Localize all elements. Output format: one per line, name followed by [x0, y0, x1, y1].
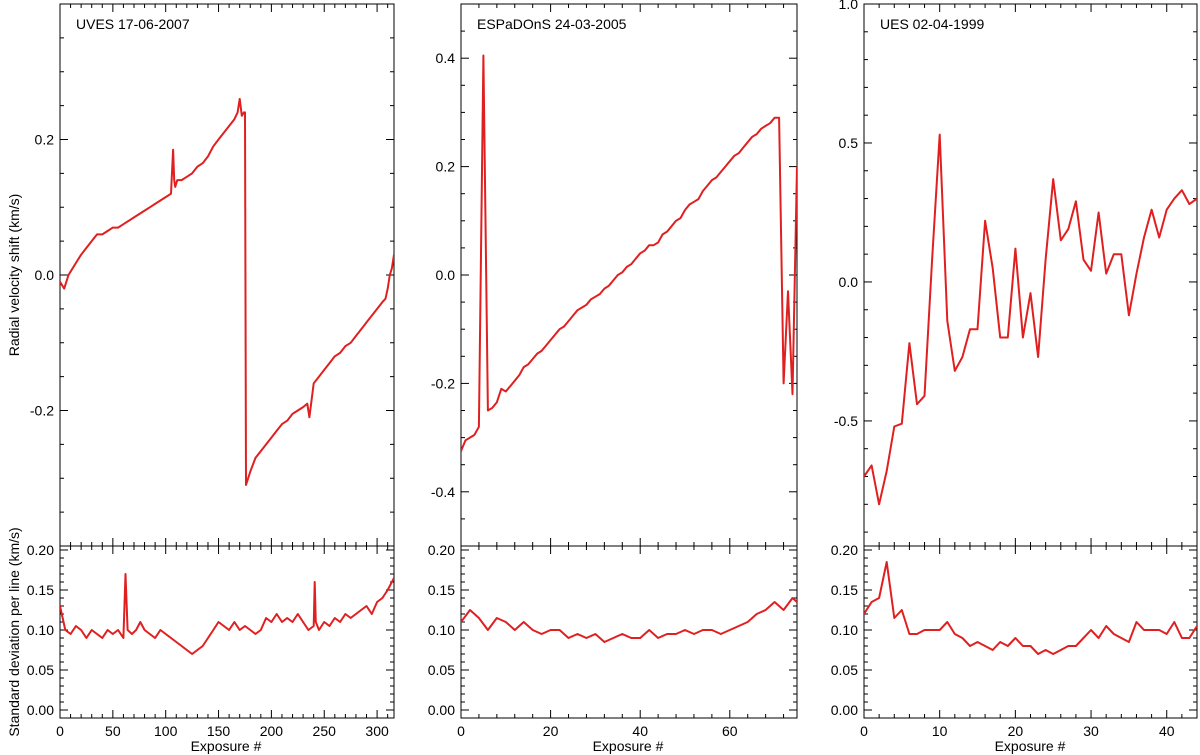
y-tick-label: 0.0	[436, 267, 456, 283]
y-tick-label: 0.15	[27, 582, 54, 598]
ues-std-series-line	[864, 561, 1197, 655]
x-tick-label: 250	[313, 723, 337, 739]
x-tick-label: 40	[1159, 723, 1175, 739]
y-tick-label: 1.0	[839, 0, 859, 12]
x-tick-label: 10	[932, 723, 948, 739]
x-tick-label: 0	[56, 723, 64, 739]
y-tick-label: 0.05	[831, 662, 858, 678]
y-tick-label: 0.20	[27, 542, 54, 558]
uves-rv-series-line	[60, 97, 394, 486]
y-tick-label: 0.10	[27, 622, 54, 638]
x-tick-label: 20	[543, 723, 559, 739]
y-tick-label: -0.2	[431, 375, 455, 391]
y-tick-label: 0.00	[831, 702, 858, 718]
y-tick-label: 0.0	[35, 267, 55, 283]
y-tick-label: 0.15	[428, 582, 455, 598]
espadons-std-panel: 0 20 40 60 0.00 0.05 0.10 0.15 0.20	[428, 542, 798, 739]
x-tick-label: 40	[632, 723, 648, 739]
uves-std-frame	[59, 545, 395, 719]
uves-rv-title: UVES 17-06-2007	[76, 16, 190, 32]
x-tick-label: 20	[1008, 723, 1024, 739]
y-tick-label: 0.00	[27, 702, 54, 718]
x-tick-label: 300	[365, 723, 389, 739]
espadons-std-series-line	[461, 597, 797, 643]
y-tick-label: 0.20	[428, 542, 455, 558]
ylabel-bottom: Standard deviation per line (km/s)	[6, 527, 22, 736]
uves-std-panel: 0 50 100 150 200 250 300 0.00 0.05 0.10 0.15 0.20	[27, 542, 395, 739]
x-tick-label: 30	[1083, 723, 1099, 739]
xlabel-right: Exposure #	[995, 738, 1066, 754]
y-tick-label: 0.2	[35, 132, 55, 148]
ues-std-panel: 0 10 20 30 40 0.00 0.05 0.10 0.15 0.20	[831, 542, 1198, 739]
x-tick-label: 0	[457, 723, 465, 739]
espadons-rv-series-line	[461, 54, 797, 452]
ues-rv-series-line	[864, 133, 1197, 506]
xlabel-middle: Exposure #	[593, 738, 664, 754]
x-tick-label: 100	[154, 723, 178, 739]
y-tick-label: 0.05	[428, 662, 455, 678]
y-tick-label: 0.00	[428, 702, 455, 718]
y-tick-label: -0.5	[834, 413, 858, 429]
xlabel-left: Exposure #	[191, 738, 262, 754]
ues-rv-title: UES 02-04-1999	[880, 16, 985, 32]
x-tick-label: 60	[722, 723, 738, 739]
uves-rv-panel: -0.2 0.0 0.2 UVES 17-06-2007	[30, 3, 395, 547]
x-tick-label: 0	[860, 723, 868, 739]
espadons-std-frame	[460, 545, 798, 719]
y-tick-label: 0.5	[839, 135, 859, 151]
y-tick-label: 0.4	[436, 50, 456, 66]
y-tick-label: 0.10	[428, 622, 455, 638]
x-tick-label: 150	[207, 723, 231, 739]
ylabel-top: Radial velocity shift (km/s)	[6, 194, 22, 357]
y-tick-label: 0.20	[831, 542, 858, 558]
uves-rv-frame	[59, 3, 395, 547]
espadons-rv-frame	[460, 3, 798, 547]
ues-rv-panel: -0.5 0.0 0.5 1.0 UES 02-04-1999	[834, 0, 1198, 547]
y-tick-label: -0.4	[431, 484, 455, 500]
espadons-rv-panel: -0.4 -0.2 0.0 0.2 0.4 ESPaDOnS 24-03-2005	[431, 3, 798, 547]
y-tick-label: 0.0	[839, 274, 859, 290]
x-tick-label: 50	[105, 723, 121, 739]
espadons-rv-title: ESPaDOnS 24-03-2005	[477, 16, 627, 32]
y-tick-label: 0.15	[831, 582, 858, 598]
uves-std-series-line	[60, 573, 394, 655]
y-tick-label: -0.2	[30, 403, 54, 419]
y-tick-label: 0.05	[27, 662, 54, 678]
ues-std-frame	[863, 545, 1198, 719]
y-tick-label: 0.10	[831, 622, 858, 638]
x-tick-label: 200	[260, 723, 284, 739]
y-tick-label: 0.2	[436, 159, 456, 175]
ues-rv-frame	[863, 3, 1198, 547]
